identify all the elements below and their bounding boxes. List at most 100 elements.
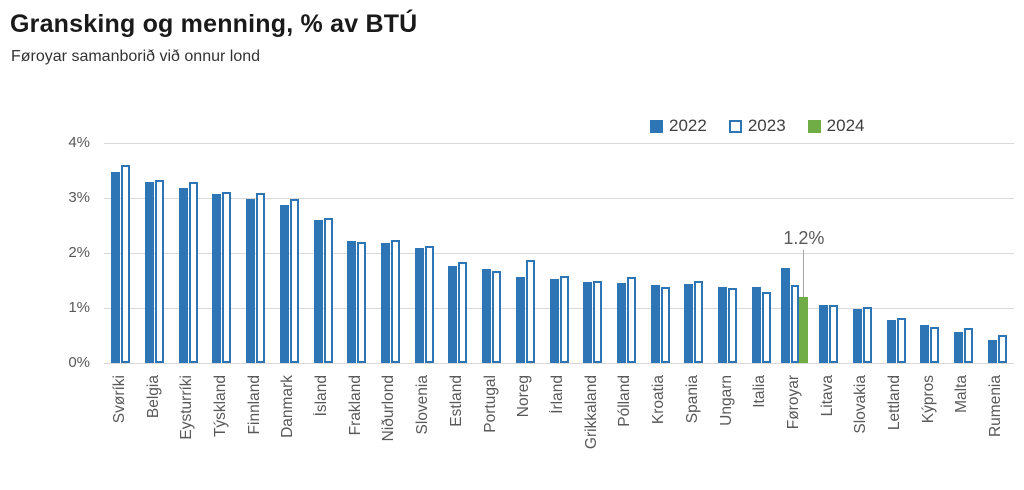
bar-2023 [626,277,636,363]
bar-2023 [222,191,232,363]
legend-label: 2022 [669,116,707,135]
gridline [104,143,1014,144]
gridline [104,198,1014,199]
bar-2023 [492,270,502,363]
x-axis-category-label: Írland [549,375,566,414]
bar-2023 [525,260,535,363]
legend-item-2024: 2024 [807,116,865,136]
x-axis-category-label: Slovenia [414,375,432,435]
bar-2023 [896,318,906,363]
bar-2023 [121,165,131,363]
bar-2022 [583,281,593,363]
legend-label: 2024 [826,116,865,135]
bar-2023 [424,245,434,363]
x-axis-category-label: Estland [447,375,465,427]
x-axis-category-label: Niðurlond [380,375,398,442]
x-axis-category-label: Belgia [144,375,162,419]
x-axis-category-label: Kýpros [919,375,937,424]
x-axis-category-label: Rumenia [987,375,1005,438]
legend-swatch-icon [728,119,742,133]
x-axis-category-label: Malta [953,375,971,413]
x-axis-category-label: Portugal [481,375,499,433]
gridline [104,308,1014,309]
bar-2023 [694,281,704,363]
bar-2022 [145,181,155,363]
x-axis-category-label: Ísland [313,375,331,417]
bar-2022 [347,240,357,363]
bar-2022 [279,204,289,363]
x-axis-category-label: Slovakia [852,375,870,434]
x-axis-category-label: Finnland [245,375,263,435]
bar-2023 [323,218,333,363]
bar-2022 [616,283,626,363]
y-axis-tick-label: 3% [68,189,90,206]
x-axis-category-label: Noreg [515,375,533,418]
x-axis-category-label: Italia [751,375,769,408]
bar-2023 [728,287,738,363]
x-axis-category-label: Svøríki [110,375,128,424]
x-axis-category-label: Litava [818,375,836,417]
bar-2022 [751,287,761,363]
bar-2022 [819,304,829,363]
bar-2022 [515,277,525,363]
bar-2022 [987,339,997,363]
x-axis-category-label: Pólland [616,375,634,427]
bar-2022 [684,284,694,363]
y-axis-tick-label: 0% [68,354,90,371]
bar-2022 [852,309,862,363]
x-axis-category-label: Lettland [886,375,904,431]
bar-2022 [953,331,963,363]
bar-2023 [256,193,266,363]
y-axis-tick-label: 1% [68,299,90,316]
bar-2022 [549,278,559,363]
annotation-label: 1.2% [783,228,825,248]
bar-2023 [963,328,973,363]
legend-label: 2023 [747,116,786,135]
chart-title: Gransking og menning, % av BTÚ [10,10,418,38]
bar-2022 [718,286,728,363]
gridline [104,253,1014,254]
annotation-leader-line [803,250,805,297]
bar-2023 [829,305,839,363]
bar-2023 [390,239,400,363]
chart-subtitle: Føroyar samanborið við onnur lond [11,48,261,65]
bar-2022 [212,193,222,363]
x-axis-category-label: Eysturríki [178,375,196,440]
x-axis-category-label: Frakland [346,375,364,436]
bar-2023 [790,285,799,363]
y-axis-tick-label: 4% [68,134,90,151]
bar-2022 [482,268,492,363]
bar-2023 [559,276,569,363]
legend-swatch-icon [650,119,663,133]
bar-2023 [660,286,670,363]
bar-2024 [799,297,809,363]
x-axis-category-label: Føroyar [784,375,802,430]
bar-2023 [997,334,1007,363]
bar-2022 [781,268,791,363]
x-axis-category-label: Týskland [211,375,229,438]
bar-2022 [920,325,930,363]
y-axis-tick-label: 2% [68,244,90,261]
bar-2023 [458,261,468,363]
legend: 2022 2023 2024 [650,116,864,136]
bar-2022 [380,243,390,363]
bar-2023 [155,180,165,363]
bar-2023 [593,281,603,363]
x-axis-category-label: Kroatia [650,375,668,425]
x-axis-category-label: Grikkaland [582,375,600,450]
x-axis-category-label: Danmark [279,375,297,438]
legend-swatch-icon [807,119,821,133]
bar-2023 [289,199,299,363]
x-axis-category-label: Ungarn [717,375,735,426]
bar-2023 [761,291,771,363]
bar-2023 [188,182,198,363]
bar-2022 [246,199,256,363]
bar-2022 [886,319,896,363]
legend-item-2023: 2023 [728,116,786,136]
bar-2023 [930,326,940,363]
bar-2022 [650,284,660,363]
bar-2023 [862,306,872,363]
bar-2022 [313,220,323,363]
bar-2022 [414,247,424,363]
